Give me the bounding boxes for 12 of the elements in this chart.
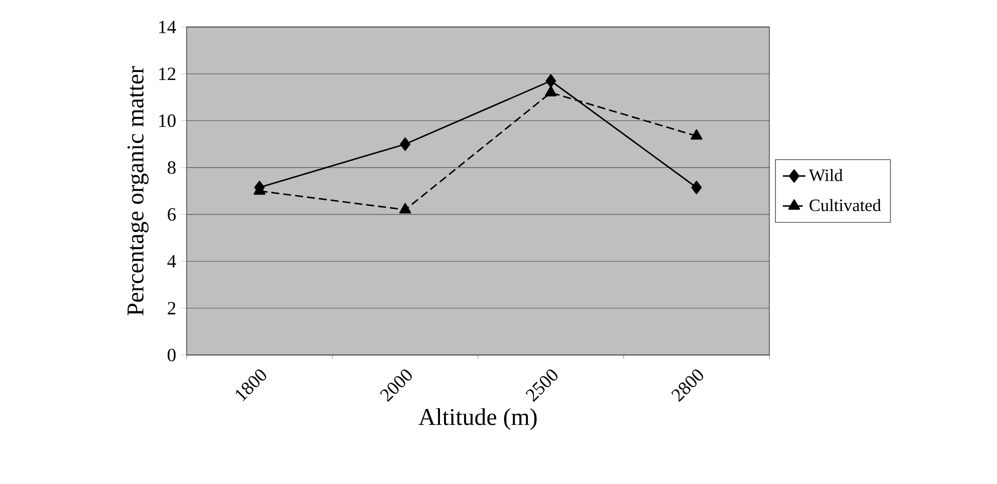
y-tick-label: 0: [168, 348, 176, 362]
y-tick-label: 6: [168, 208, 176, 221]
legend-label: Cultivated: [810, 198, 881, 212]
y-axis-title: Percentage organic matter: [127, 66, 149, 316]
x-axis-title: Altitude (m): [418, 408, 537, 430]
y-tick-label: 8: [168, 161, 176, 174]
legend-label: Wild: [808, 168, 843, 182]
y-tick-label: 10: [159, 114, 176, 128]
y-tick-label: 12: [159, 68, 176, 80]
y-tick-label: 2: [168, 302, 176, 314]
y-tick-label: 4: [167, 255, 176, 268]
y-tick-label: 14: [159, 20, 176, 34]
